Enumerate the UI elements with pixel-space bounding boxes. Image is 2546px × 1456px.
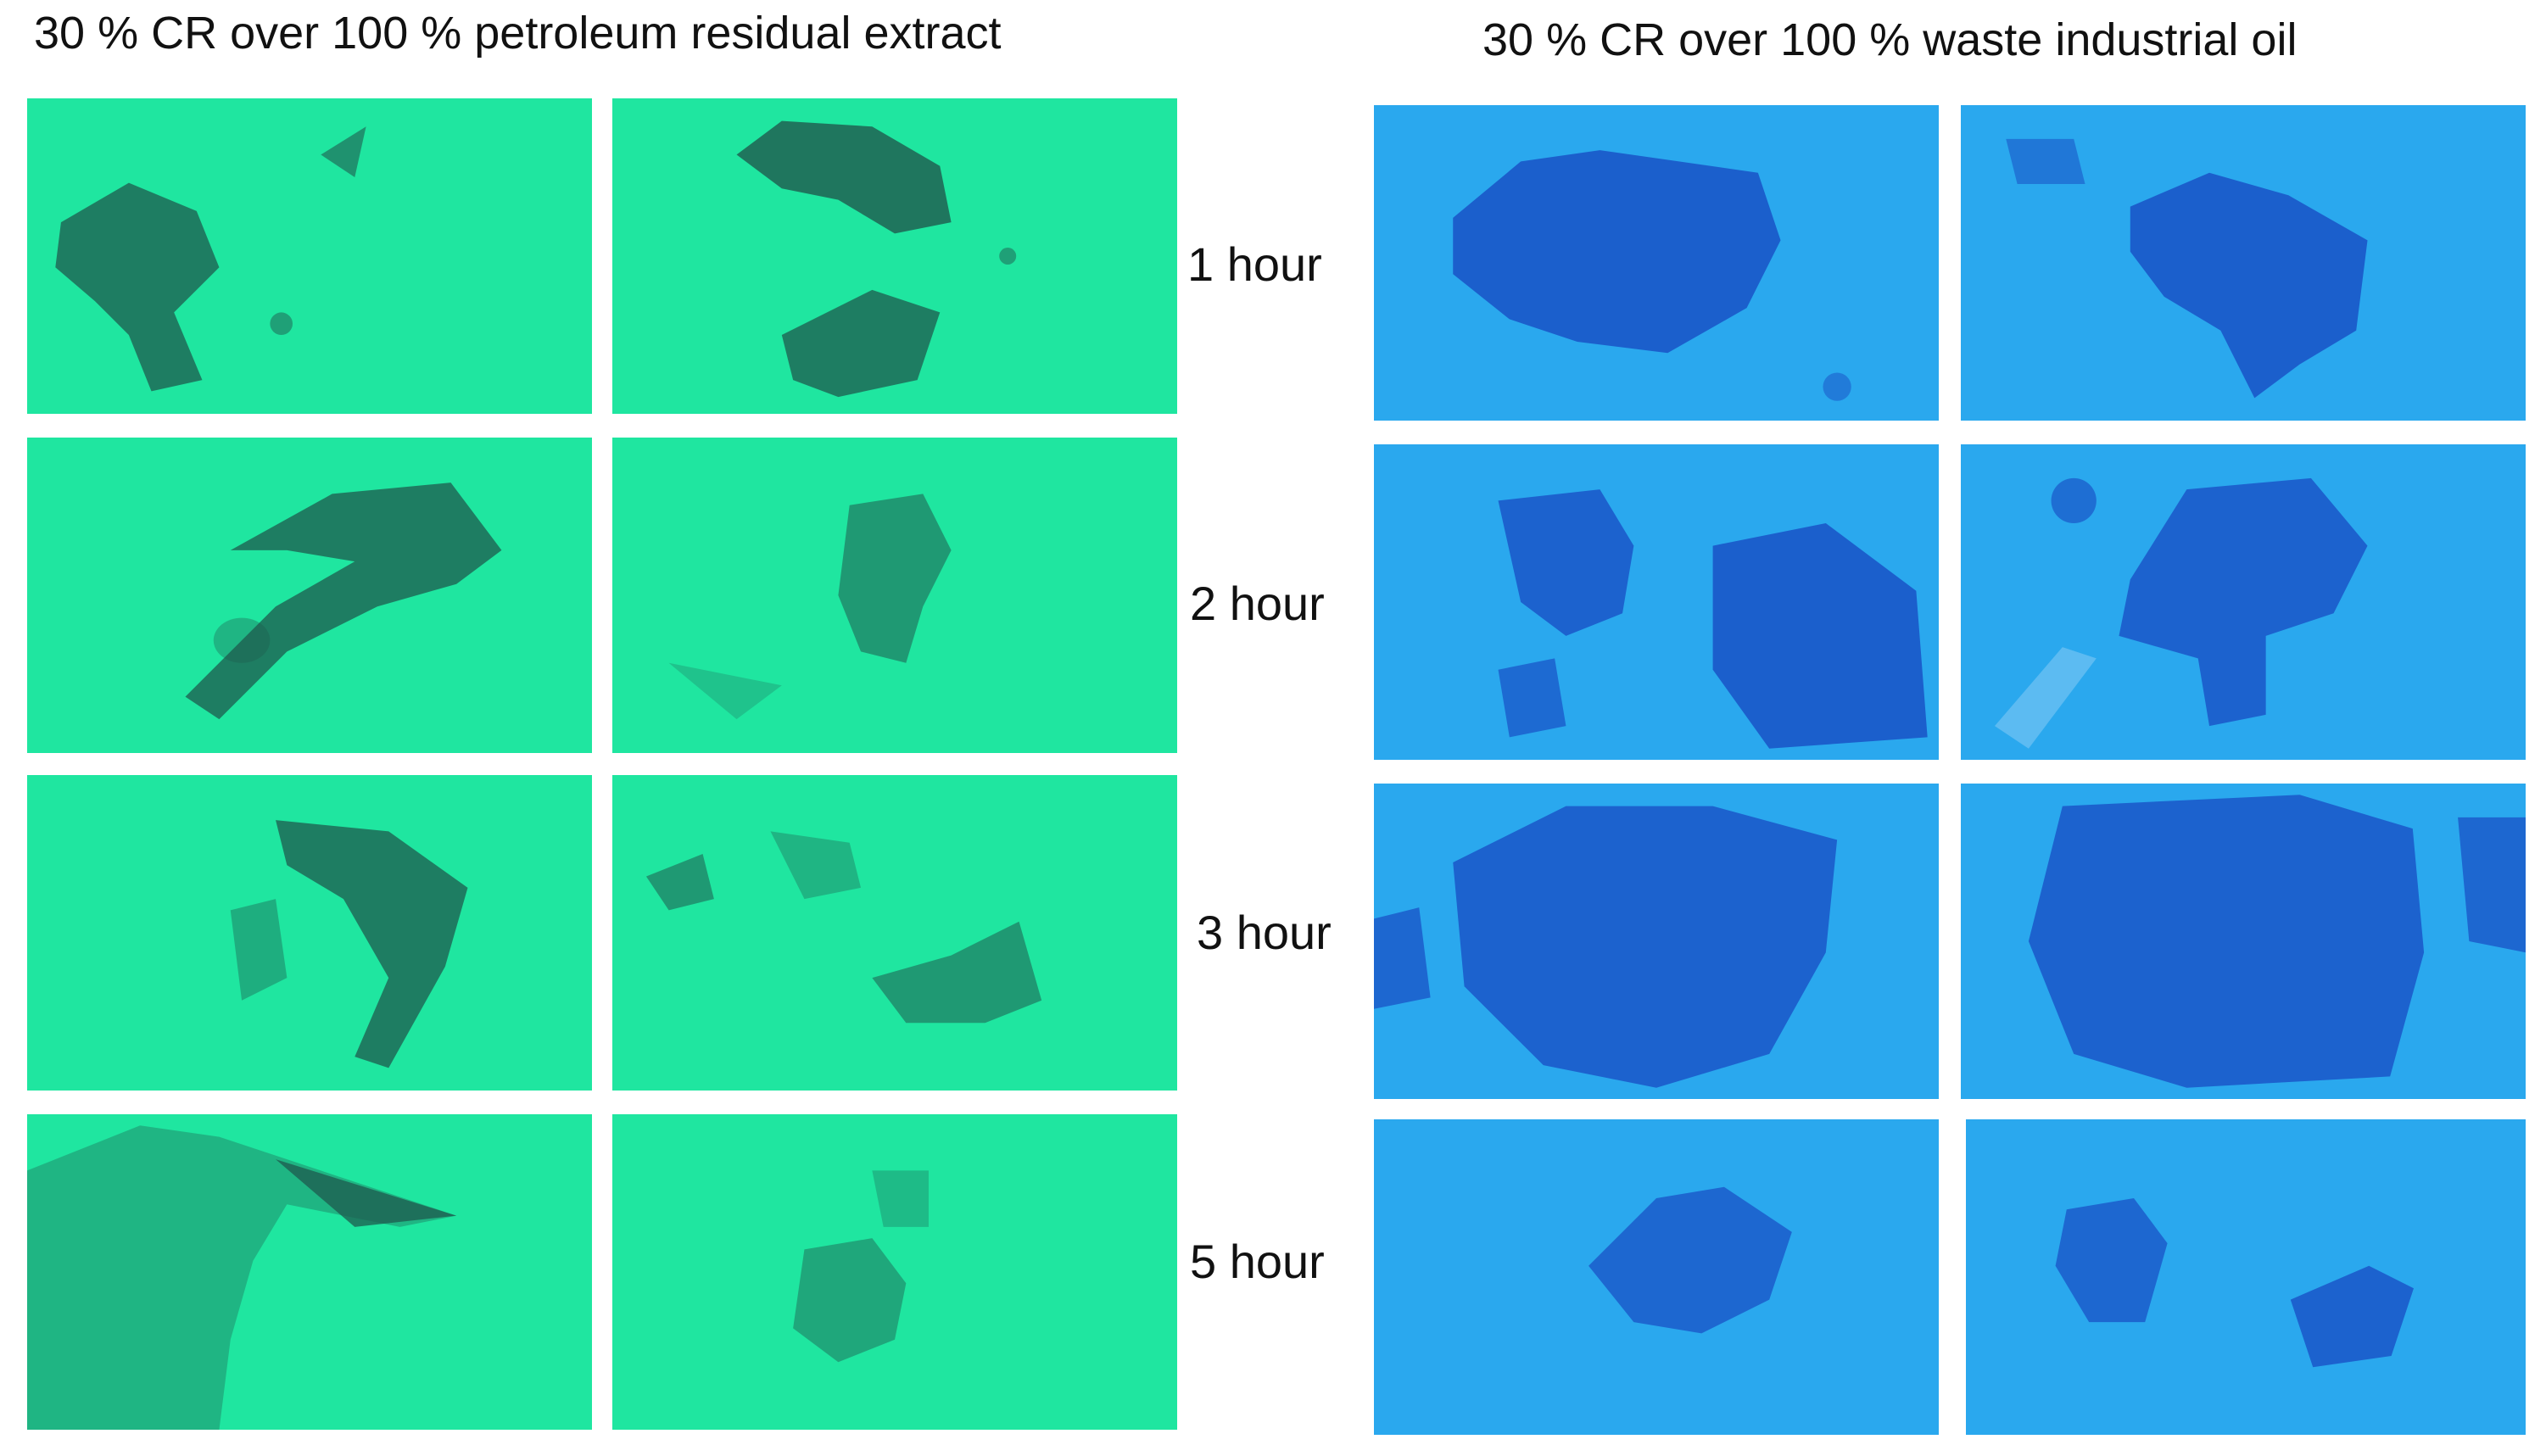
micrograph-right-5-2 <box>1966 1119 2526 1435</box>
right-panel-title: 30 % CR over 100 % waste industrial oil <box>1482 14 2298 65</box>
micrograph-left-3-1 <box>27 775 592 1091</box>
micrograph-left-2-1 <box>27 438 592 753</box>
micrograph-right-2-1 <box>1374 444 1939 760</box>
micrograph-right-2-2 <box>1961 444 2526 760</box>
time-label-5: 5 hour <box>1190 1235 1325 1288</box>
micrograph-right-3-2 <box>1961 784 2526 1099</box>
micrograph-right-3-1 <box>1374 784 1939 1099</box>
micrograph-right-1-1 <box>1374 105 1939 421</box>
micrograph-left-3-2 <box>612 775 1177 1091</box>
micrograph-left-2-2 <box>612 438 1177 753</box>
time-label-1: 1 hour <box>1187 237 1322 291</box>
micrograph-left-5-1 <box>27 1114 592 1430</box>
time-label-2: 2 hour <box>1190 577 1325 630</box>
micrograph-left-5-2 <box>612 1114 1177 1430</box>
micrograph-left-1-2 <box>612 98 1177 414</box>
time-label-3: 3 hour <box>1197 906 1332 959</box>
micrograph-left-1-1 <box>27 98 592 414</box>
micrograph-right-5-1 <box>1374 1119 1939 1435</box>
left-panel-title: 30 % CR over 100 % petroleum residual ex… <box>34 8 1002 59</box>
micrograph-right-1-2 <box>1961 105 2526 421</box>
